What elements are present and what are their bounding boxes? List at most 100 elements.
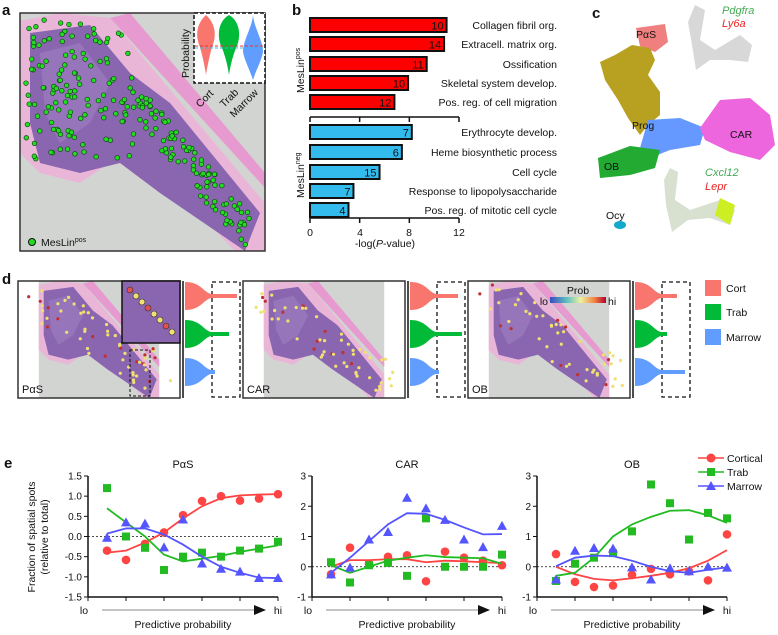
probability-spot [262,309,266,313]
meslin-spot [103,136,109,142]
probability-spot [118,371,122,375]
inset-spot [132,292,140,300]
meslin-spot [62,52,69,58]
meslin-spot [28,66,35,72]
point-marrow [497,520,507,530]
point-trab [647,480,655,489]
meslin-spot [219,182,225,189]
point-trab [217,552,225,561]
colorbar-gradient [550,297,606,303]
inset-spot [138,298,146,306]
probability-spot [63,298,67,302]
inset-violin-cort [197,15,215,75]
point-marrow [459,534,469,544]
go-bar-count: 15 [364,168,376,180]
meslin-spot [153,108,159,114]
meslin-spot [91,31,97,37]
go-bar [309,183,355,199]
point-cortical [570,577,580,587]
meslin-spot [67,88,73,95]
meslin-spot [205,171,212,178]
probability-spot [334,364,338,368]
inset-spot [144,304,152,312]
meslin-spot [43,58,49,64]
probability-spot [106,333,110,337]
meslin-spot [72,88,78,94]
violin-cort [185,282,237,310]
probability-spot [46,306,50,310]
probability-spot [513,303,518,307]
probability-spot [378,388,382,392]
group-label-pos: MesLinpos [295,47,307,93]
meslin-spot [212,182,218,188]
meslin-spot [57,77,63,83]
point-trab [327,558,335,567]
probability-spot [350,362,354,366]
point-cortical [627,570,637,580]
go-bar-count: 6 [393,148,399,160]
meslin-spot [212,207,219,213]
probability-spot [524,309,528,313]
meslin-spot [210,203,216,210]
probability-spot [45,316,49,320]
probability-spot [562,330,566,334]
meslin-spot [26,25,32,32]
meslin-spot [110,97,117,103]
probability-spot [72,302,76,306]
meslin-spot [62,99,69,105]
point-trab [609,549,617,558]
probability-spot [82,310,86,314]
meslin-spot [130,104,137,110]
meslin-spot [72,151,78,157]
point-trab [122,532,130,541]
meslin-spot [91,77,97,84]
meslin-spot [139,104,146,111]
panel-d-legend: Cort Trab Marrow [705,280,761,345]
meslin-spot [23,135,29,141]
point-marrow [440,514,450,524]
probability-spot [489,307,493,311]
probability-spot [609,362,613,366]
probability-spot [79,311,83,315]
panel-c-umap: PαS Prog CAR OB Ocy Pdgfra Ly6a Cxcl12 L… [598,5,775,232]
panel-label-a: a [2,2,11,19]
go-term-label: Erythrocyte develop. [461,127,557,139]
meslin-spot [159,111,165,118]
meslin-spot [223,201,229,207]
point-trab [236,546,244,555]
cluster-car [700,98,775,160]
violin-trab [185,320,229,348]
meslin-spot [238,209,245,216]
meslin-spot [205,164,212,170]
fit-line-trab [555,509,728,577]
probability-spot [260,292,264,296]
meslin-spot [57,131,64,138]
meslin-spot [46,36,52,42]
point-marrow [722,562,732,572]
x-lo-label: lo [80,605,88,617]
meslin-spot [149,131,155,137]
probability-spot [132,380,136,384]
y-tick-label: -1 [297,593,306,604]
meslin-spot [64,92,71,99]
point-marrow [570,545,580,555]
meslin-spot [190,167,196,173]
point-cortical [551,549,561,559]
meslin-spot [160,137,167,144]
meslin-spot [71,134,77,141]
probability-spot [304,306,308,310]
point-marrow [608,543,618,553]
go-bar [309,36,446,52]
probability-spot [516,298,520,302]
meslin-spot [129,141,136,147]
meslin-spot [80,50,86,57]
point-trab [571,559,579,568]
probability-spot [27,295,31,299]
probability-spot [604,383,608,387]
probability-spot [559,363,563,368]
probability-spot [270,317,274,321]
probability-spot [384,357,388,361]
point-trab [498,550,506,559]
probability-spot [40,304,44,308]
probability-spot [168,379,173,383]
